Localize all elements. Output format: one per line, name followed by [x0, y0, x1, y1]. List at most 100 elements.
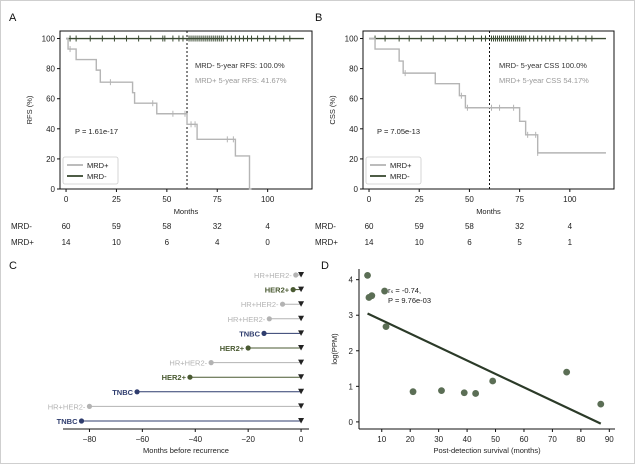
subtype-label: HER2+	[265, 286, 290, 295]
detection-point	[187, 374, 193, 380]
risk-row-name: MRD-	[315, 222, 336, 231]
data-point	[364, 272, 371, 279]
x-tick-label: −20	[241, 435, 255, 444]
detection-point	[78, 418, 85, 424]
recurrence-marker	[298, 286, 305, 293]
subtype-label: HR+HER2-	[241, 300, 279, 309]
risk-count: 4	[568, 222, 573, 231]
p-value: P = 9.76e-03	[388, 296, 431, 305]
plot-frame	[362, 30, 615, 190]
legend-box	[365, 156, 422, 185]
data-point	[489, 377, 497, 385]
risk-row-name: MRD+	[11, 238, 34, 247]
risk-count: 60	[365, 222, 374, 231]
x-tick-label: 40	[463, 435, 472, 444]
data-point	[382, 323, 390, 330]
risk-count: 1	[568, 238, 573, 247]
y-tick-label: 1	[349, 382, 354, 391]
recurrence-marker	[298, 388, 305, 395]
risk-count: 32	[515, 222, 524, 231]
x-tick-label: 100	[261, 195, 275, 204]
x-tick-label: 0	[64, 195, 69, 204]
x-tick-label: 70	[548, 435, 557, 444]
detection-point	[245, 345, 251, 351]
legend-label: MRD-	[390, 172, 410, 181]
risk-count: 60	[62, 222, 71, 231]
x-tick-label: 100	[563, 195, 577, 204]
panel-label: D	[321, 260, 329, 272]
x-tick-label: 25	[112, 195, 121, 204]
risk-count: 14	[365, 238, 374, 247]
subtype-label: TNBC	[112, 388, 133, 397]
plot-frame	[59, 30, 313, 190]
data-point	[472, 390, 480, 397]
risk-count: 32	[213, 222, 222, 231]
km-curve-MRD-pos	[66, 37, 252, 190]
x-tick-label: 80	[576, 435, 585, 444]
data-point	[597, 400, 605, 408]
detection-point	[279, 301, 286, 307]
risk-row-name: MRD+	[315, 238, 338, 247]
y-tick-label: 4	[349, 276, 354, 285]
detection-point	[261, 330, 267, 336]
data-point	[381, 287, 388, 295]
legend-label: MRD+	[390, 161, 412, 170]
panel-label: A	[9, 12, 17, 24]
panel-label: B	[315, 12, 322, 24]
x-tick-label: 60	[520, 435, 529, 444]
x-axis-label: Months before recurrence	[143, 446, 229, 455]
risk-count: 5	[517, 238, 522, 247]
p-value: P = 7.05e-13	[377, 127, 420, 136]
risk-count: 59	[415, 222, 424, 231]
y-tick-label: 40	[46, 125, 55, 134]
recurrence-marker	[298, 374, 305, 380]
risk-count: 59	[112, 222, 121, 231]
recurrence-marker	[298, 418, 305, 424]
risk-count: 6	[467, 238, 472, 247]
risk-count: 10	[112, 238, 121, 247]
subtype-label: HER2+	[220, 344, 245, 353]
data-point	[460, 389, 468, 397]
y-tick-label: 40	[349, 125, 358, 134]
y-tick-label: 20	[46, 155, 55, 164]
recurrence-marker	[298, 301, 305, 307]
annotation-mrd-neg: MRD- 5-year RFS: 100.0%	[195, 61, 285, 70]
risk-count: 10	[415, 238, 424, 247]
x-tick-label: 30	[434, 435, 443, 444]
data-point	[368, 292, 376, 300]
recurrence-marker	[298, 359, 305, 366]
subtype-label: HR+HER2-	[169, 359, 207, 368]
data-point	[409, 388, 417, 396]
legend-label: MRD+	[87, 161, 109, 170]
x-tick-label: 75	[213, 195, 222, 204]
y-tick-label: 0	[51, 185, 56, 194]
p-value: P = 1.61e-17	[75, 127, 118, 136]
panel-label: C	[9, 260, 17, 272]
regression-line	[367, 312, 602, 425]
annotation-mrd-neg: MRD- 5-year CSS 100.0%	[499, 61, 587, 70]
x-tick-label: 20	[406, 435, 415, 444]
x-tick-label: −80	[83, 435, 97, 444]
y-tick-label: 20	[349, 155, 358, 164]
y-tick-label: 0	[349, 418, 354, 427]
km-curve-MRD-pos	[369, 37, 606, 154]
y-tick-label: 60	[349, 95, 358, 104]
x-tick-label: 0	[299, 435, 304, 444]
correlation-coefficient: rₛ = -0.74,	[388, 286, 421, 295]
x-tick-label: 50	[491, 435, 500, 444]
detection-point	[208, 360, 214, 366]
x-tick-label: 0	[367, 195, 372, 204]
x-tick-label: 75	[515, 195, 524, 204]
y-tick-label: 100	[345, 35, 359, 44]
y-tick-label: 3	[349, 311, 354, 320]
detection-point	[86, 403, 93, 409]
y-axis-label: CSS (%)	[328, 95, 337, 125]
legend-label: MRD-	[87, 172, 107, 181]
annotation-mrd-pos: MRD+ 5-year CSS 54.17%	[499, 76, 589, 85]
y-tick-label: 80	[349, 65, 358, 74]
risk-count: 14	[62, 238, 71, 247]
x-tick-label: 25	[415, 195, 424, 204]
annotation-mrd-pos: MRD+ 5-year RFS: 41.67%	[195, 76, 287, 85]
x-tick-label: 50	[465, 195, 474, 204]
risk-row-name: MRD-	[11, 222, 32, 231]
